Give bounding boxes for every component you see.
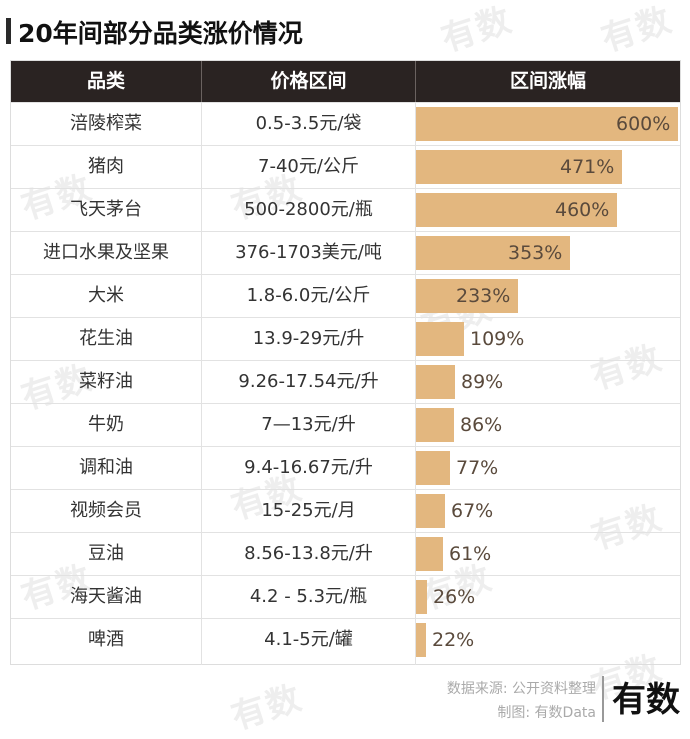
bar-value-label: 67% — [451, 500, 494, 522]
bar-value-label: 460% — [555, 199, 610, 221]
bar — [416, 236, 570, 270]
price-range-label: 9.4-16.67元/升 — [244, 457, 373, 478]
bar-value-label: 77% — [456, 457, 499, 479]
table-row: 海天酱油 4.2 - 5.3元/瓶 26% — [11, 575, 680, 618]
column-divider — [201, 102, 202, 665]
bar-value-label: 26% — [433, 586, 476, 608]
price-range-label: 1.8-6.0元/公斤 — [246, 285, 371, 306]
header-divider — [201, 61, 202, 102]
category-label: 花生油 — [79, 328, 133, 349]
bar — [416, 451, 450, 485]
price-range-label: 8.56-13.8元/升 — [244, 543, 373, 564]
category-label: 涪陵榨菜 — [70, 113, 142, 134]
watermark: 有数 — [436, 0, 518, 60]
price-range-label: 4.1-5元/罐 — [264, 629, 353, 650]
category-label: 视频会员 — [70, 500, 142, 521]
price-range-label: 9.26-17.54元/升 — [238, 371, 379, 392]
price-range-label: 7—13元/升 — [261, 414, 356, 435]
category-label: 豆油 — [88, 543, 124, 564]
watermark: 有数 — [596, 0, 678, 60]
bar — [416, 150, 622, 184]
bar — [416, 494, 445, 528]
price-range-label: 0.5-3.5元/袋 — [255, 113, 362, 134]
table-row: 菜籽油 9.26-17.54元/升 89% — [11, 360, 680, 403]
bar — [416, 365, 455, 399]
bar — [416, 623, 426, 657]
header-price-range: 价格区间 — [270, 70, 347, 92]
price-range-label: 15-25元/月 — [261, 500, 356, 521]
bar-value-label: 471% — [560, 156, 615, 178]
bar-value-label: 61% — [449, 543, 492, 565]
table-row: 视频会员 15-25元/月 67% — [11, 489, 680, 532]
category-label: 猪肉 — [88, 156, 124, 177]
category-label: 牛奶 — [88, 414, 124, 435]
header-divider — [415, 61, 416, 102]
bar — [416, 322, 464, 356]
logo-divider — [602, 676, 604, 722]
bar-value-label: 109% — [470, 328, 525, 350]
table-header: 品类 价格区间 区间涨幅 — [11, 61, 680, 102]
bar — [416, 193, 617, 227]
bar — [416, 107, 678, 141]
bar-value-label: 89% — [461, 371, 504, 393]
price-range-label: 4.2 - 5.3元/瓶 — [249, 586, 368, 607]
bar — [416, 408, 454, 442]
price-range-label: 13.9-29元/升 — [252, 328, 365, 349]
price-table: 品类 价格区间 区间涨幅 涪陵榨菜 0.5-3.5元/袋 600% 猪肉 7-40元/公… — [10, 60, 681, 665]
category-label: 海天酱油 — [70, 586, 142, 607]
bar — [416, 279, 518, 313]
price-range-label: 7-40元/公斤 — [258, 156, 359, 177]
category-label: 大米 — [88, 285, 124, 306]
bar — [416, 537, 443, 571]
table-row: 涪陵榨菜 0.5-3.5元/袋 600% — [11, 102, 680, 145]
table-row: 进口水果及坚果 376-1703美元/吨 353% — [11, 231, 680, 274]
category-label: 飞天茅台 — [70, 199, 142, 220]
bar-value-label: 22% — [432, 629, 475, 651]
table-row: 大米 1.8-6.0元/公斤 233% — [11, 274, 680, 317]
category-label: 菜籽油 — [79, 371, 133, 392]
table-row: 豆油 8.56-13.8元/升 61% — [11, 532, 680, 575]
price-range-label: 500-2800元/瓶 — [244, 199, 373, 220]
table-row: 花生油 13.9-29元/升 109% — [11, 317, 680, 360]
bar-value-label: 86% — [460, 414, 503, 436]
data-source-note: 数据来源: 公开资料整理 — [446, 681, 596, 697]
category-label: 调和油 — [79, 457, 133, 478]
category-label: 啤酒 — [88, 629, 124, 650]
title-accent-bar — [6, 18, 11, 44]
table-row: 猪肉 7-40元/公斤 471% — [11, 145, 680, 188]
chart-title: 20年间部分品类涨价情况 — [18, 19, 303, 48]
header-category: 品类 — [86, 70, 125, 92]
price-range-label: 376-1703美元/吨 — [235, 242, 382, 263]
table-row: 调和油 9.4-16.67元/升 77% — [11, 446, 680, 489]
bar — [416, 580, 427, 614]
column-divider — [415, 102, 416, 665]
category-label: 进口水果及坚果 — [43, 242, 169, 263]
bar-value-label: 353% — [508, 242, 563, 264]
table-row: 啤酒 4.1-5元/罐 22% — [11, 618, 680, 661]
bar-value-label: 600% — [616, 113, 671, 135]
table-row: 牛奶 7—13元/升 86% — [11, 403, 680, 446]
bar-value-label: 233% — [456, 285, 511, 307]
header-increase: 区间涨幅 — [509, 70, 586, 92]
table-row: 飞天茅台 500-2800元/瓶 460% — [11, 188, 680, 231]
brand-logo: 有数 — [612, 680, 680, 720]
chart-credit-note: 制图: 有数Data — [497, 705, 596, 721]
